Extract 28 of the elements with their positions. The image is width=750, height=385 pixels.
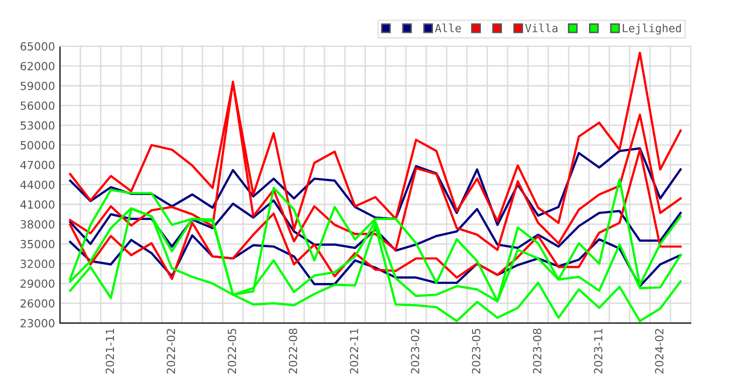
y-tick-label: 29000 (20, 279, 54, 288)
y-tick-label: 26000 (20, 299, 54, 308)
y-tick-label: 53000 (20, 121, 54, 130)
y-tick-label: 23000 (20, 318, 54, 328)
y-tick-label: 44000 (20, 180, 54, 189)
y-tick-label: 47000 (20, 160, 54, 170)
y-tick-label: 38000 (20, 220, 54, 229)
y-tick-label: 62000 (20, 62, 54, 70)
y-tick-label: 59000 (20, 82, 54, 90)
y-tick-label: 50000 (20, 141, 54, 150)
x-tick-label: 2023-11 (594, 328, 602, 374)
legend-label: Alle (434, 24, 461, 32)
legend-label: Villa (525, 24, 558, 32)
y-tick-label: 56000 (20, 101, 54, 110)
x-tick-label: 2023-05 (472, 328, 480, 374)
legend-label: Lejlighed (622, 24, 681, 35)
x-tick-label: 2022-08 (288, 328, 298, 374)
x-tick-label: 2022-05 (228, 328, 236, 374)
x-tick-label: 2023-02 (410, 328, 420, 374)
y-tick-label: 41000 (20, 200, 54, 209)
x-tick-label: 2024-02 (655, 328, 664, 374)
y-tick-label: 35000 (20, 240, 54, 248)
y-tick-label: 65000 (20, 42, 54, 51)
x-tick-label: 2022-11 (350, 328, 358, 374)
x-tick-label: 2021-11 (106, 328, 114, 374)
x-tick-label: 2022-02 (166, 328, 176, 374)
y-tick-label: 32000 (20, 260, 54, 268)
x-tick-label: 2023-08 (532, 328, 542, 374)
